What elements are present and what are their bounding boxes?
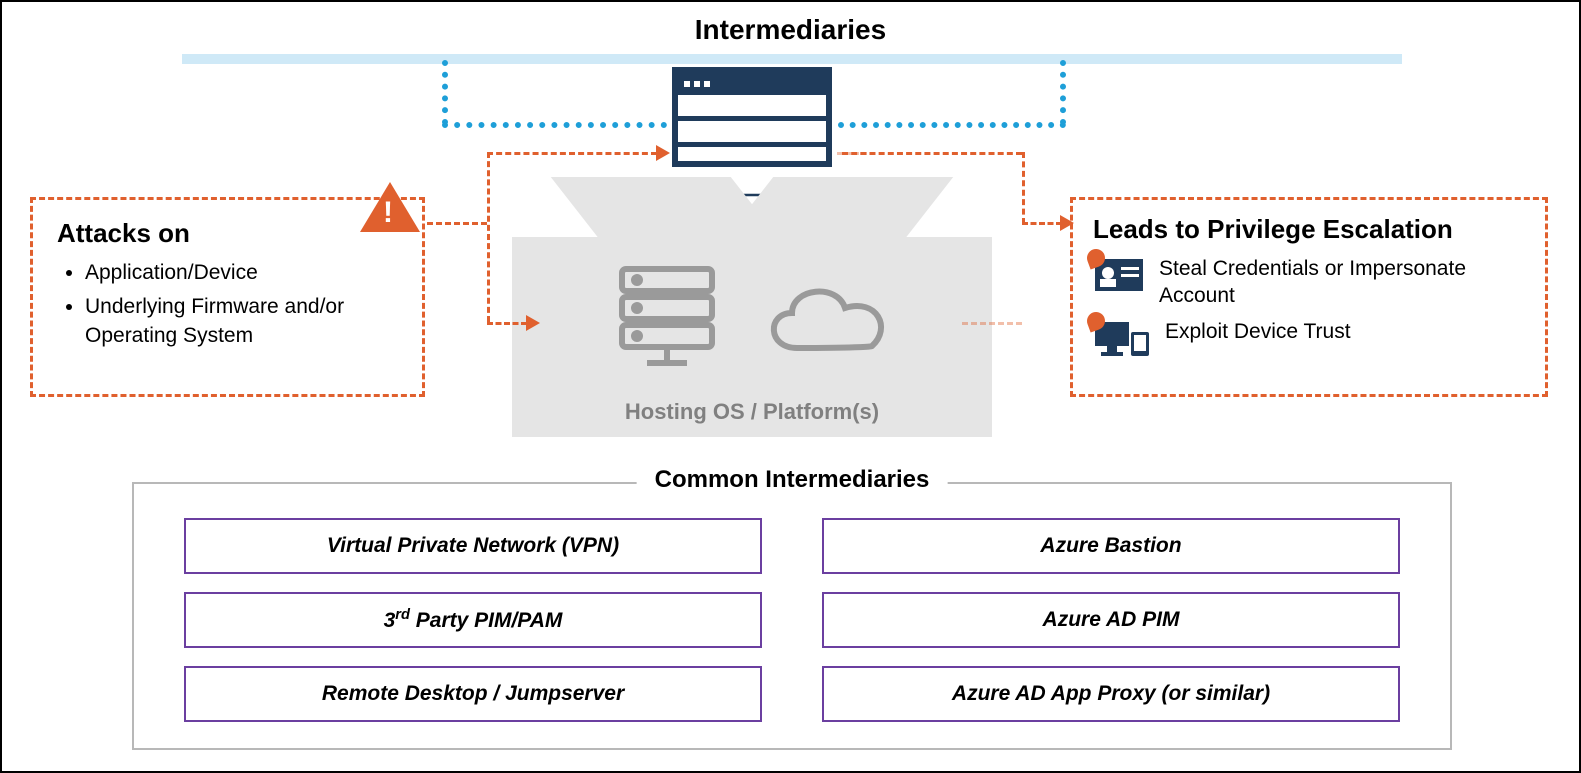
orange-arrow-seg [487,322,527,325]
orange-arrow-seg [487,152,490,322]
page-title: Intermediaries [2,14,1579,46]
leads-heading: Leads to Privilege Escalation [1093,214,1525,245]
orange-arrow-faded [962,322,1022,325]
orange-arrowhead-icon [526,315,540,331]
ci-item: Azure AD App Proxy (or similar) [822,666,1400,722]
blue-connector-right-h [838,122,1066,128]
ci-item: Remote Desktop / Jumpserver [184,666,762,722]
orange-arrow-seg [487,152,657,155]
orange-arrow-seg [842,152,1022,155]
orange-arrow-seg [427,222,487,225]
warning-icon [360,182,420,232]
orange-arrowhead-icon [656,145,670,161]
blue-connector-left-h [442,122,667,128]
ci-item: Azure Bastion [822,518,1400,574]
leads-item-text: Steal Credentials or Impersonate Account [1159,255,1525,310]
cloud-icon [757,268,897,368]
blue-connector-right-v [1060,60,1066,125]
attacks-item: Underlying Firmware and/or Operating Sys… [85,293,398,350]
leads-item: Steal Credentials or Impersonate Account [1093,255,1525,310]
leads-item: Exploit Device Trust [1093,318,1525,365]
attacks-heading: Attacks on [57,218,398,249]
ci-item: 3rd Party PIM/PAM [184,592,762,648]
top-band [182,54,1402,64]
ci-item: Azure AD PIM [822,592,1400,648]
orange-arrow-faded [837,152,867,155]
attacks-item: Application/Device [85,259,398,287]
hosting-platform-region: Hosting OS / Platform(s) [492,177,1012,437]
common-intermediaries-heading: Common Intermediaries [637,466,948,494]
platform-label: Hosting OS / Platform(s) [625,399,879,425]
common-intermediaries-box: Common Intermediaries Virtual Private Ne… [132,482,1452,750]
orange-arrow-seg [1022,222,1062,225]
leads-box: Leads to Privilege Escalation Steal Cred… [1070,197,1548,397]
ci-item: Virtual Private Network (VPN) [184,518,762,574]
leads-item-text: Exploit Device Trust [1165,318,1351,345]
server-icon [607,263,727,373]
blue-connector-left-v [442,60,448,125]
application-window-icon [672,67,832,177]
orange-arrow-seg [1022,152,1025,224]
